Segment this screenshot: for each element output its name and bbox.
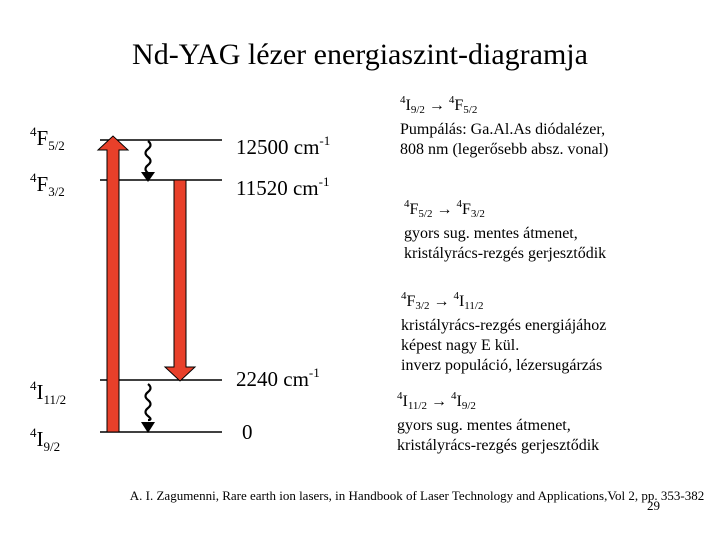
wavy-transition-upper — [144, 140, 152, 174]
note-pumping: 4I9/2 → 4F5/2 Pumpálás: Ga.Al.As diódalé… — [400, 90, 608, 160]
note-transition-heading: 4F3/2 → 4I11/2 — [401, 290, 484, 312]
note-nonradiative-upper: 4F5/2 → 4F3/2 gyors sug. mentes átmenet,… — [404, 194, 606, 264]
page-number: 29 — [647, 498, 660, 513]
level-label-4F3/2: 4F3/2 — [30, 170, 65, 199]
level-energy-2240: 2240 cm-1 — [236, 365, 320, 391]
arrow-right-icon: → — [430, 393, 447, 410]
note-transition-heading: 4I11/2 → 4I9/2 — [397, 390, 476, 412]
page-title: Nd-YAG lézer energiaszint-diagramja — [132, 38, 588, 71]
level-energy-0: 0 — [242, 420, 253, 444]
wavy-transition-upper-head — [141, 172, 155, 182]
level-label-4F5/2: 4F5/2 — [30, 124, 65, 153]
wavy-transition-lower-head — [141, 422, 155, 433]
wavy-transition-lower — [144, 383, 152, 422]
level-energy-12500: 12500 cm-1 — [236, 133, 331, 159]
citation: A. I. Zagumenni, Rare earth ion lasers, … — [129, 488, 705, 503]
note-transition-heading: 4F5/2 → 4F3/2 — [404, 198, 485, 220]
level-energy-11520: 11520 cm-1 — [236, 174, 330, 200]
arrow-right-icon: → — [436, 201, 453, 218]
note-laser-transition: 4F3/2 → 4I11/2 kristályrács-rezgés energ… — [401, 286, 606, 376]
note-nonradiative-lower: 4I11/2 → 4I9/2 gyors sug. mentes átmenet… — [397, 386, 599, 456]
pump-arrow — [96, 135, 130, 433]
arrow-right-icon: → — [428, 97, 445, 114]
laser-emission-arrow — [163, 179, 197, 382]
level-label-4I11/2: 4I11/2 — [30, 378, 67, 407]
note-transition-heading: 4I9/2 → 4F5/2 — [400, 94, 478, 116]
arrow-right-icon: → — [433, 293, 450, 310]
level-label-4I9/2: 4I9/2 — [30, 425, 61, 454]
